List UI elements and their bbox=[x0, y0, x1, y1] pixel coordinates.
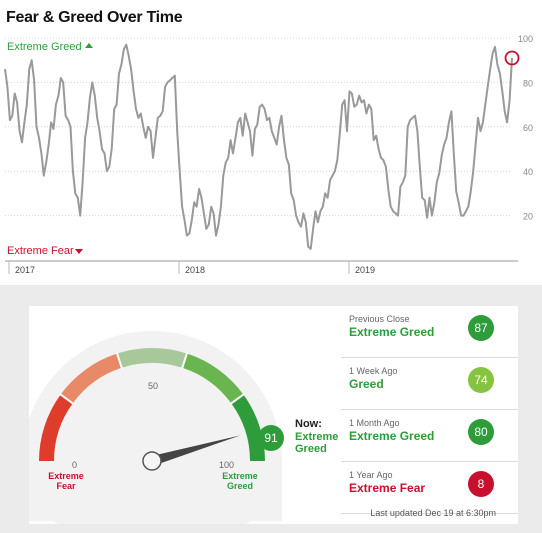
y-tick-label: 40 bbox=[523, 167, 533, 177]
history-label: 1 Month Ago bbox=[349, 418, 400, 428]
chart-title: Fear & Greed Over Time bbox=[6, 9, 183, 26]
extreme-greed-label: Extreme Greed bbox=[7, 41, 82, 53]
history-label: 1 Week Ago bbox=[349, 366, 398, 376]
y-tick-label: 20 bbox=[523, 212, 533, 222]
history-rating: Greed bbox=[349, 377, 384, 391]
gauge-panel: 0 50 100 Extreme Fear Extreme Greed 91 N… bbox=[29, 306, 518, 524]
gauge-section: 0 50 100 Extreme Fear Extreme Greed 91 N… bbox=[0, 286, 542, 533]
x-tick-label: 2019 bbox=[355, 265, 375, 275]
gauge-mid-label: 50 bbox=[148, 381, 159, 391]
history-row-1-month-ago: 1 Month Ago Extreme Greed 80 bbox=[341, 410, 518, 462]
gauge-extreme-greed-label: Extreme Greed bbox=[222, 471, 258, 491]
history-row-1-week-ago: 1 Week Ago Greed 74 bbox=[341, 358, 518, 410]
gauge-needle bbox=[150, 435, 241, 466]
gauge-needle-hub bbox=[142, 451, 162, 471]
now-value-badge: 91 bbox=[258, 425, 284, 451]
now-label: Now: bbox=[295, 418, 322, 430]
history-label: Previous Close bbox=[349, 314, 410, 324]
history-label: 1 Year Ago bbox=[349, 470, 393, 480]
history-value-badge: 74 bbox=[468, 367, 494, 393]
fear-greed-chart-panel: Fear & Greed Over Time 20 40 60 80 100 2017 20… bbox=[0, 0, 542, 285]
gauge-max-label: 100 bbox=[219, 460, 235, 470]
gauge-band-divider bbox=[229, 393, 245, 405]
gauge-background-base bbox=[29, 419, 282, 524]
gauge-band bbox=[39, 394, 73, 461]
gauge-min-label: 0 bbox=[72, 460, 78, 470]
y-tick-label: 80 bbox=[523, 78, 533, 88]
history-value-badge: 8 bbox=[468, 471, 494, 497]
gauge-band-divider bbox=[59, 393, 75, 405]
gauge-extreme-fear-label: Extreme Fear bbox=[48, 471, 84, 491]
history-value-badge: 87 bbox=[468, 315, 494, 341]
triangle-up-icon bbox=[85, 43, 93, 48]
y-tick-label: 60 bbox=[523, 123, 533, 133]
gauge-band-divider bbox=[181, 352, 189, 370]
y-tick-label: 100 bbox=[518, 34, 533, 44]
history-rating: Extreme Greed bbox=[349, 325, 435, 339]
history-rating: Extreme Fear bbox=[349, 481, 426, 495]
triangle-down-icon bbox=[75, 249, 83, 254]
gauge-band bbox=[231, 394, 265, 461]
history-row-1-year-ago: 1 Year Ago Extreme Fear 8 bbox=[341, 462, 518, 514]
extreme-fear-label: Extreme Fear bbox=[7, 245, 74, 257]
last-updated-text: Last updated Dec 19 at 6:30pm bbox=[370, 508, 496, 518]
fear-greed-line-chart: 20 40 60 80 100 2017 2018 2019 Extreme Greed Extr… bbox=[4, 34, 533, 275]
x-tick-label: 2018 bbox=[185, 265, 205, 275]
fear-greed-gauge bbox=[29, 331, 282, 524]
current-value-marker bbox=[504, 50, 520, 66]
x-tick-label: 2017 bbox=[15, 265, 35, 275]
gauge-band-divider bbox=[115, 352, 123, 370]
history-value-badge: 80 bbox=[468, 419, 494, 445]
fear-greed-series-line bbox=[4, 43, 513, 250]
now-rating: Extreme Greed bbox=[295, 431, 339, 455]
history-rating: Extreme Greed bbox=[349, 429, 435, 443]
gauge-band bbox=[117, 348, 187, 368]
history-row-previous-close: Previous Close Extreme Greed 87 bbox=[341, 306, 518, 358]
gauge-band bbox=[182, 353, 244, 404]
gauge-band bbox=[60, 353, 122, 404]
